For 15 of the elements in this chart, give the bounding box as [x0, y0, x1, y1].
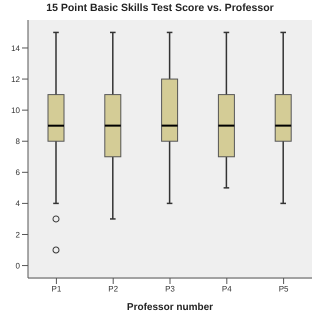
y-tick-label: 12: [11, 74, 21, 84]
chart-title: 15 Point Basic Skills Test Score vs. Professor: [45, 2, 275, 14]
y-tick-label: 2: [16, 230, 21, 240]
y-tick-label: 14: [11, 44, 21, 53]
y-tick-label: 4: [16, 199, 21, 208]
x-axis-title: Professor number: [126, 302, 214, 313]
x-tick-label: P4: [222, 284, 232, 294]
y-tick-label: 6: [16, 168, 21, 178]
y-tick-label: 0: [16, 261, 21, 270]
x-tick-label: P3: [165, 284, 176, 294]
x-tick-label: P5: [278, 284, 290, 294]
x-tick-label: P2: [108, 284, 119, 294]
x-tick-label: P1: [52, 284, 62, 294]
y-tick-label: 10: [11, 106, 21, 115]
y-tick-label: 8: [16, 137, 21, 146]
